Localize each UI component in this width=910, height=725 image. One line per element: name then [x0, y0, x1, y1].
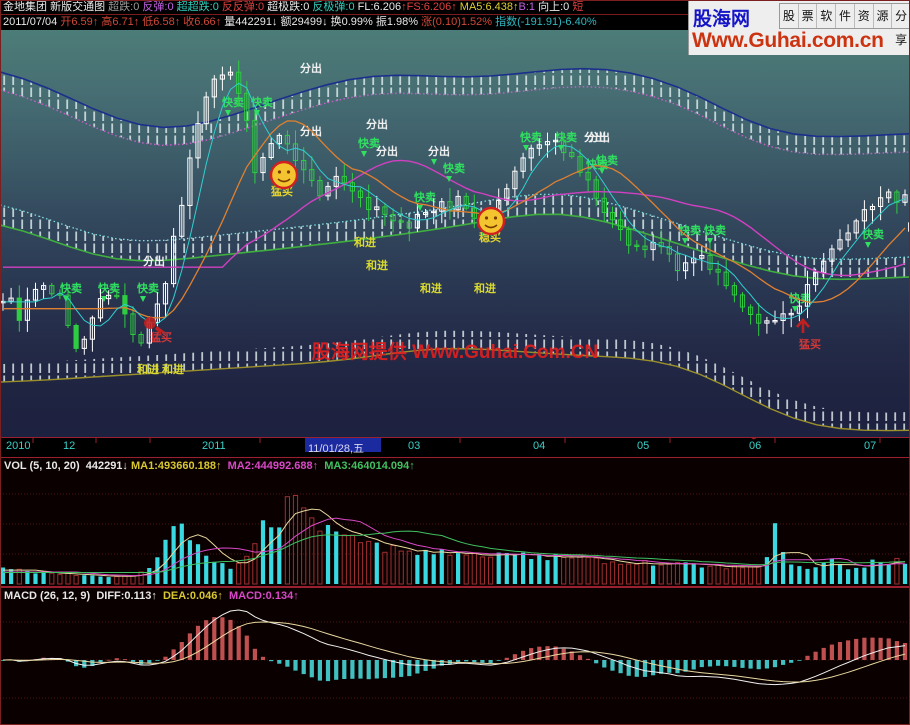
- svg-text:和进: 和进: [420, 281, 442, 295]
- svg-text:快卖: 快卖: [136, 281, 159, 295]
- svg-text:分出: 分出: [428, 144, 450, 158]
- svg-text:猛买: 猛买: [798, 337, 821, 351]
- svg-text:快卖: 快卖: [519, 130, 542, 144]
- svg-text:快卖: 快卖: [442, 161, 465, 175]
- svg-text:和进: 和进: [137, 362, 159, 376]
- svg-text:快卖: 快卖: [413, 190, 436, 204]
- svg-text:快卖: 快卖: [703, 223, 726, 237]
- svg-text:分出: 分出: [300, 61, 322, 75]
- svg-text:和进: 和进: [354, 235, 376, 249]
- svg-text:和进: 和进: [474, 281, 496, 295]
- svg-text:快卖: 快卖: [59, 281, 82, 295]
- svg-text:快卖: 快卖: [250, 95, 273, 109]
- svg-text:分出: 分出: [366, 117, 388, 131]
- svg-text:分出: 分出: [584, 130, 606, 144]
- svg-text:股海网提供 Www.Guhai.Com.CN: 股海网提供 Www.Guhai.Com.CN: [312, 340, 598, 363]
- svg-text:快卖: 快卖: [678, 223, 701, 237]
- svg-text:和进: 和进: [162, 362, 184, 376]
- svg-text:和进: 和进: [366, 258, 388, 272]
- svg-text:分出: 分出: [143, 254, 165, 268]
- svg-text:分出: 分出: [376, 144, 398, 158]
